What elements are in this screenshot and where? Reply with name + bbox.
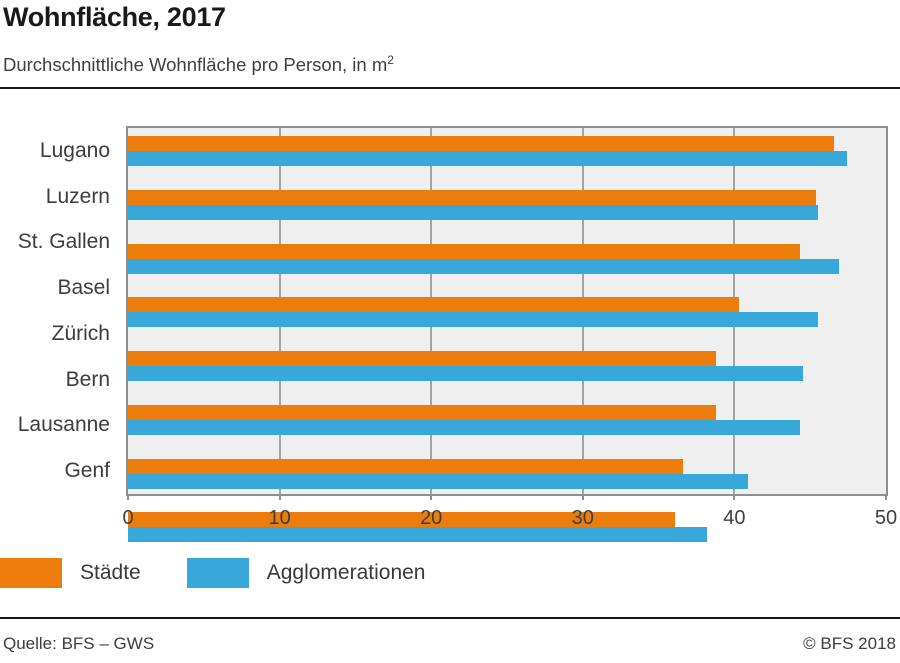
bar-agglomerationen-basel — [128, 312, 818, 328]
footer: Quelle: BFS – GWS © BFS 2018 — [0, 634, 900, 654]
bar-agglomerationen-bern — [128, 419, 800, 435]
header-divider — [0, 87, 900, 89]
chart-subtitle-text: Durchschnittliche Wohnfläche pro Person,… — [3, 54, 388, 76]
bar-chart: Lugano Luzern St. Gallen Basel Zürich Bern Lau… — [0, 126, 900, 548]
bar-städte-bern — [128, 404, 717, 420]
x-axis: 0 10 20 30 40 50 — [122, 494, 897, 536]
legend-item-städte: Städte — [0, 558, 141, 588]
x-tick-label-30: 30 — [571, 507, 594, 529]
bar-group-bern — [128, 397, 886, 451]
x-tick-label-40: 40 — [723, 507, 746, 529]
plot-area — [126, 126, 888, 543]
bar-group-lausanne — [128, 451, 886, 505]
bar-städte-genf — [128, 512, 676, 528]
x-tick-mark-10 — [278, 494, 281, 500]
source-note: Quelle: BFS – GWS — [3, 634, 155, 653]
category-label: Genf — [64, 459, 110, 483]
x-tick-label-10: 10 — [268, 507, 291, 529]
x-tick-label-0: 0 — [122, 507, 134, 529]
category-label: Zürich — [51, 321, 110, 345]
bar-städte-z-rich — [128, 351, 717, 366]
x-tick-mark-40 — [733, 494, 736, 500]
chart-subtitle: Durchschnittliche Wohnfläche pro Person,… — [3, 53, 394, 76]
bar-agglomerationen-genf — [128, 527, 708, 543]
bar-städte-basel — [128, 297, 739, 313]
x-tick-mark-20 — [430, 494, 433, 500]
bar-städte-st-gallen — [128, 243, 800, 259]
bar-städte-lugano — [128, 136, 835, 151]
bar-group-z-rich — [128, 343, 886, 397]
legend-label: Agglomerationen — [266, 561, 426, 584]
bar-group-luzern — [128, 182, 886, 236]
category-axis-labels: Lugano Luzern St. Gallen Basel Zürich Bern Lau… — [0, 128, 110, 494]
x-tick-mark-30 — [581, 494, 584, 500]
bar-städte-luzern — [128, 189, 817, 205]
category-label: Basel — [57, 276, 110, 300]
bar-group-lugano — [128, 128, 886, 182]
x-tick-mark-0 — [127, 494, 129, 500]
x-tick-label-20: 20 — [420, 507, 443, 529]
legend-label: Städte — [80, 561, 141, 584]
x-tick-label-50: 50 — [874, 507, 898, 529]
copyright-note: © BFS 2018 — [803, 634, 896, 653]
category-label: Luzern — [45, 184, 110, 208]
category-label: Lausanne — [17, 413, 110, 437]
category-label: Lugano — [39, 138, 110, 162]
legend-item-agglomerationen: Agglomerationen — [186, 558, 426, 588]
legend-swatch-städte — [0, 558, 62, 588]
footer-divider — [0, 617, 900, 619]
bar-städte-lausanne — [128, 458, 683, 474]
category-label: St. Gallen — [17, 230, 110, 254]
legend-swatch-agglomerationen — [186, 558, 249, 588]
legend: Städte Agglomerationen — [0, 558, 426, 588]
chart-title: Wohnfläche, 2017 — [3, 2, 226, 32]
bar-agglomerationen-lausanne — [128, 473, 749, 489]
bar-agglomerationen-lugano — [128, 151, 847, 166]
chart-subtitle-superscript: 2 — [387, 53, 394, 67]
bar-agglomerationen-z-rich — [128, 366, 803, 381]
x-tick-mark-50 — [885, 494, 887, 500]
category-label: Bern — [65, 367, 110, 391]
bar-agglomerationen-luzern — [128, 204, 818, 220]
bar-group-basel — [128, 289, 886, 343]
bar-group-st-gallen — [128, 236, 886, 290]
bar-group-genf — [128, 504, 886, 558]
bar-agglomerationen-st-gallen — [128, 258, 839, 274]
